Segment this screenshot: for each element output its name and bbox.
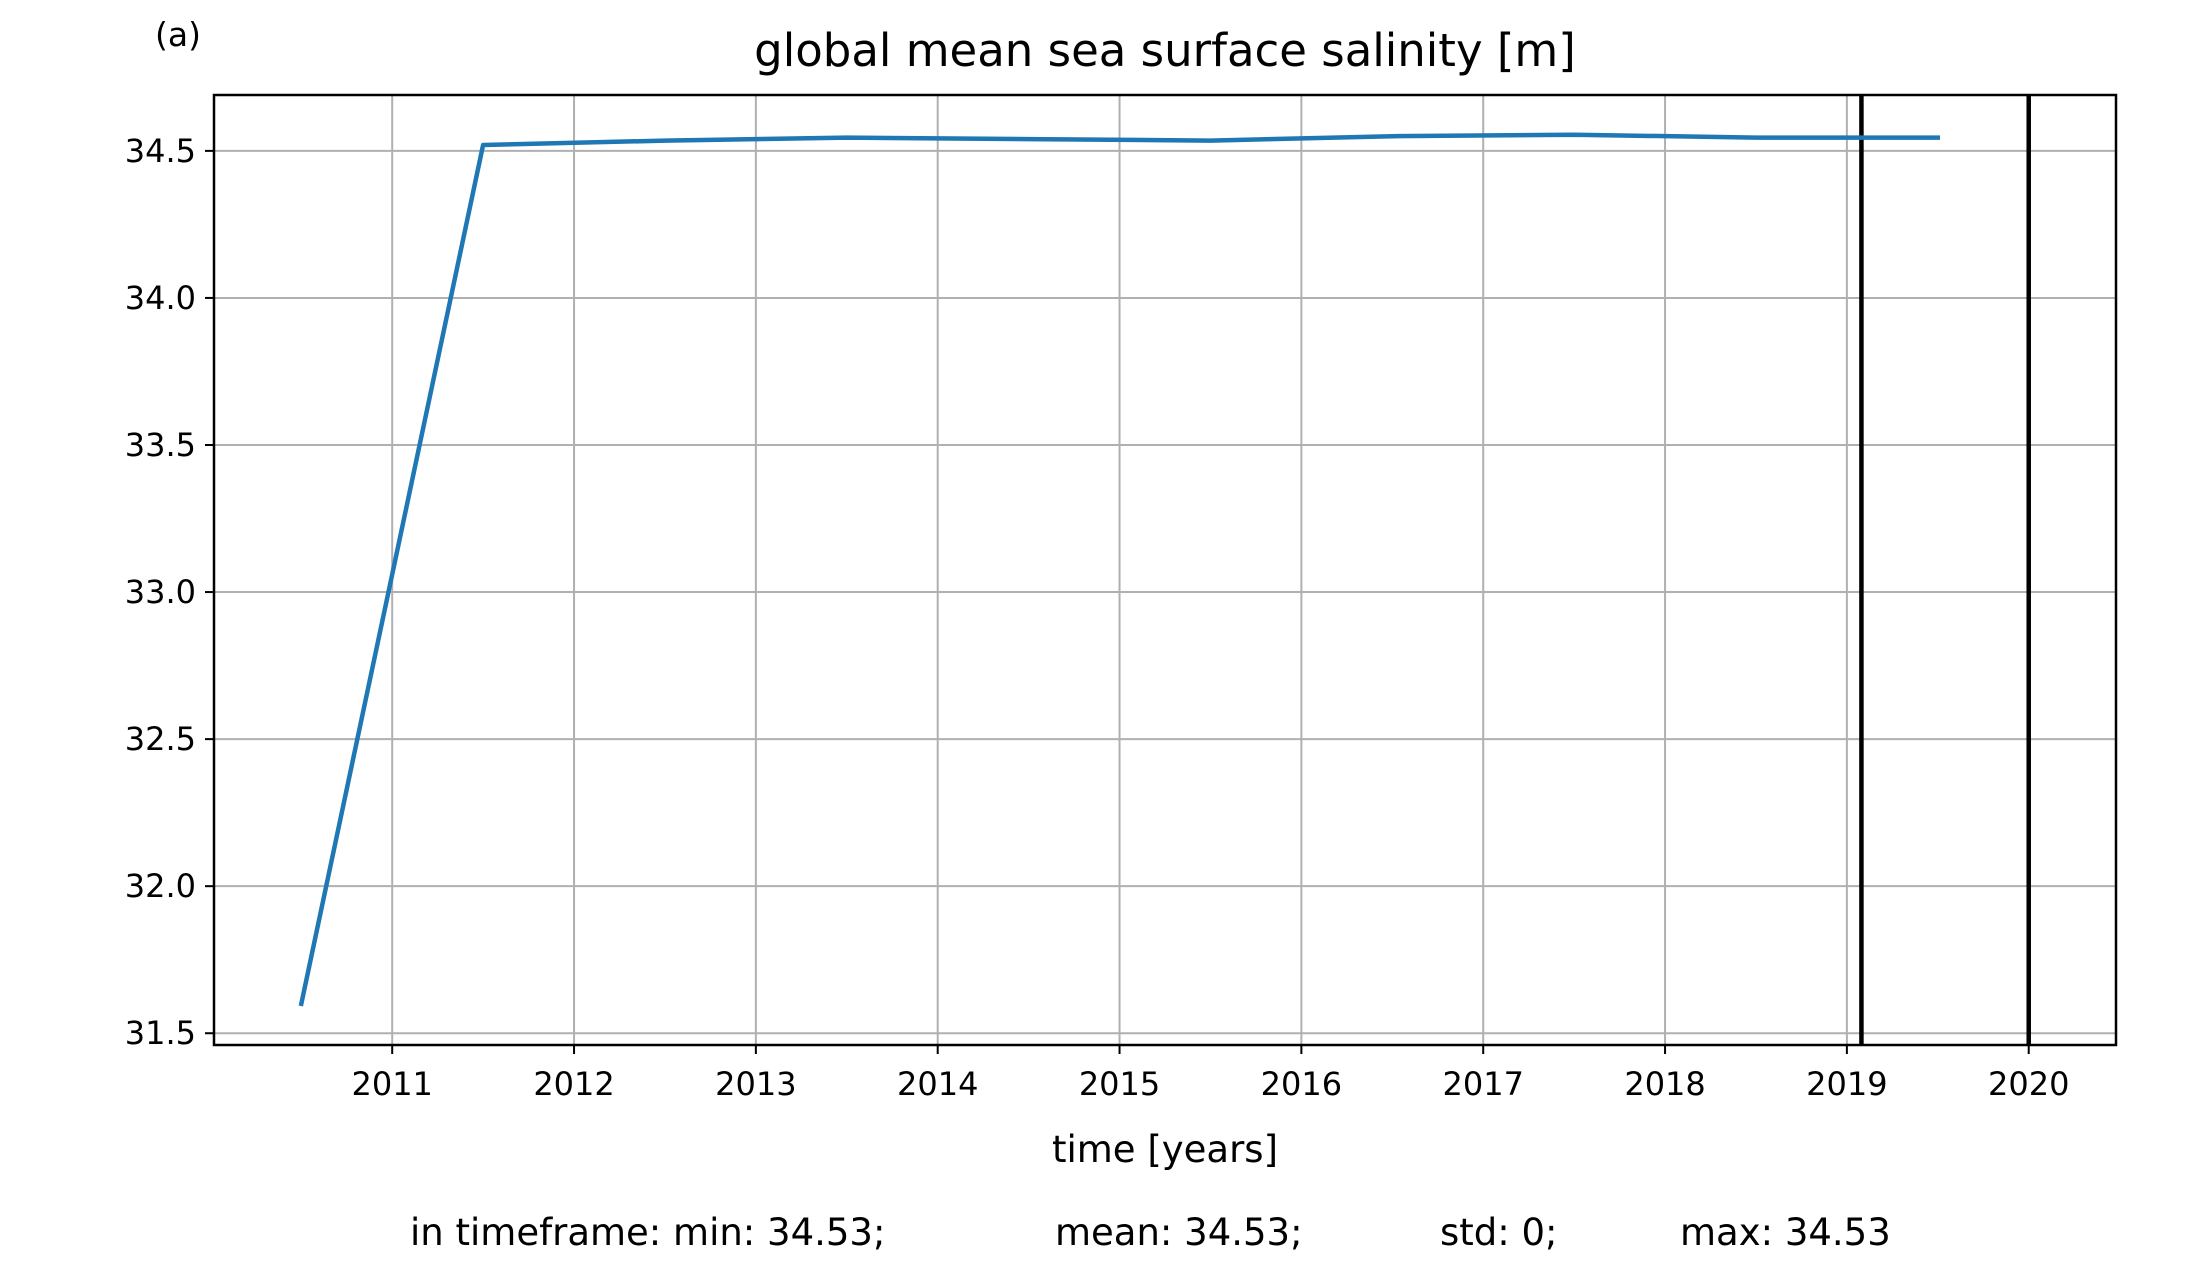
x-axis-ticks: 2011 2012 2013 2014 2015 2016 2017 2018 2019 2020 xyxy=(351,1045,2069,1103)
y-tick-label: 32.0 xyxy=(125,867,196,905)
chart-title: global mean sea surface salinity [m] xyxy=(754,24,1576,77)
y-tick-label: 33.5 xyxy=(125,426,196,464)
x-tick-label: 2016 xyxy=(1261,1065,1342,1103)
x-tick-label: 2015 xyxy=(1079,1065,1160,1103)
x-tick-label: 2012 xyxy=(533,1065,614,1103)
x-tick-label: 2014 xyxy=(897,1065,978,1103)
series-line xyxy=(298,132,1941,1007)
x-axis-label: time [years] xyxy=(1052,1128,1278,1171)
x-tick-label: 2020 xyxy=(1988,1065,2069,1103)
x-tick-label: 2019 xyxy=(1806,1065,1887,1103)
plot-frame xyxy=(212,93,2118,1047)
x-tick-label: 2018 xyxy=(1624,1065,1705,1103)
grid-layer xyxy=(214,95,2116,1045)
series-layer xyxy=(298,132,1941,1007)
vertical-lines xyxy=(1859,95,2031,1045)
y-tick-label: 34.0 xyxy=(125,279,196,317)
x-tick-label: 2017 xyxy=(1442,1065,1523,1103)
stats-min: in timeframe: min: 34.53; xyxy=(410,1211,885,1254)
stats-std: std: 0; xyxy=(1440,1211,1558,1254)
y-tick-label: 32.5 xyxy=(125,720,196,758)
y-tick-label: 33.0 xyxy=(125,573,196,611)
stats-mean: mean: 34.53; xyxy=(1055,1211,1303,1254)
y-axis-ticks: 31.5 32.0 32.5 33.0 33.5 34.0 34.5 xyxy=(125,132,214,1052)
panel-label: (a) xyxy=(155,15,201,54)
y-tick-label: 31.5 xyxy=(125,1014,196,1052)
x-tick-label: 2013 xyxy=(715,1065,796,1103)
y-tick-label: 34.5 xyxy=(125,132,196,170)
x-tick-label: 2011 xyxy=(351,1065,432,1103)
stats-max: max: 34.53 xyxy=(1680,1211,1891,1254)
